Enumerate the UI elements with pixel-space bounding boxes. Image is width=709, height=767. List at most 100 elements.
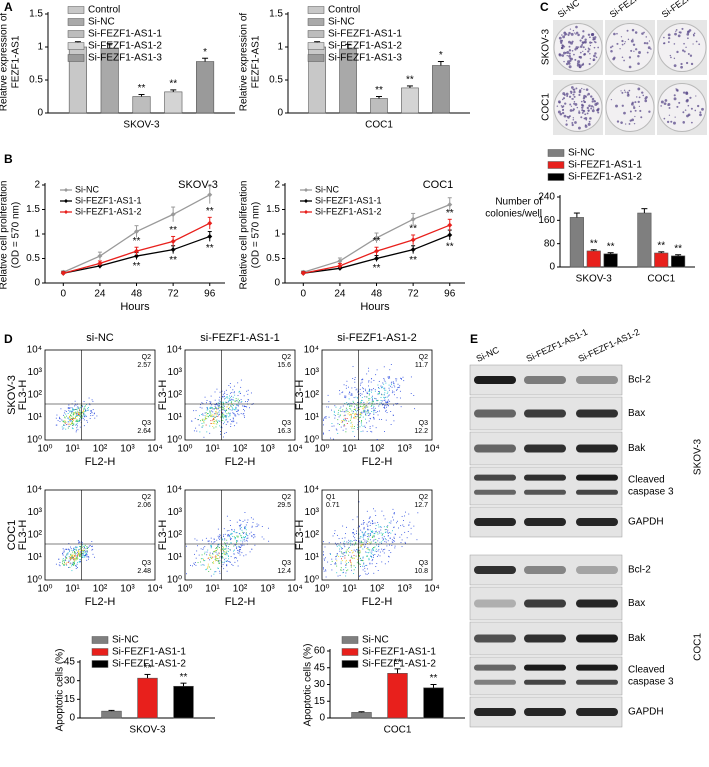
event-dot: [257, 526, 258, 527]
event-dot: [66, 558, 67, 559]
event-dot: [363, 534, 364, 535]
event-dot: [56, 415, 57, 416]
event-dot: [76, 553, 77, 554]
event-dot: [77, 567, 78, 568]
band: [474, 665, 516, 671]
event-dot: [392, 391, 393, 392]
event-dot: [76, 427, 77, 428]
event-dot: [216, 389, 217, 390]
event-dot: [65, 557, 66, 558]
event-dot: [215, 404, 216, 405]
event-dot: [84, 416, 85, 417]
event-dot: [367, 574, 368, 575]
event-dot: [371, 431, 372, 432]
event-dot: [389, 385, 390, 386]
event-dot: [382, 400, 383, 401]
event-dot: [392, 392, 393, 393]
event-dot: [216, 550, 217, 551]
event-dot: [366, 373, 367, 374]
event-dot: [363, 426, 364, 427]
event-dot: [366, 411, 367, 412]
event-dot: [230, 387, 231, 388]
colony: [587, 109, 589, 111]
event-dot: [378, 554, 379, 555]
event-dot: [232, 407, 233, 408]
event-dot: [223, 423, 224, 424]
x-tick-label: 10⁴: [424, 444, 439, 455]
event-dot: [63, 428, 64, 429]
event-dot: [218, 562, 219, 563]
event-dot: [359, 501, 360, 502]
colony: [568, 32, 571, 35]
band: [474, 600, 516, 608]
axis-label: Bax: [628, 408, 645, 419]
event-dot: [246, 532, 247, 533]
event-dot: [372, 398, 373, 399]
event-dot: [357, 549, 358, 550]
significance: **: [180, 672, 188, 683]
event-dot: [350, 545, 351, 546]
event-dot: [355, 542, 356, 543]
event-dot: [371, 382, 372, 383]
event-dot: [368, 552, 369, 553]
event-dot: [364, 410, 365, 411]
event-dot: [326, 406, 327, 407]
colony: [687, 37, 689, 39]
colony: [557, 105, 558, 106]
colony: [565, 123, 567, 125]
event-dot: [227, 560, 228, 561]
event-dot: [371, 542, 372, 543]
event-dot: [216, 426, 217, 427]
colony: [574, 59, 576, 61]
event-dot: [78, 540, 79, 541]
colony: [597, 47, 599, 49]
event-dot: [225, 402, 226, 403]
event-dot: [382, 540, 383, 541]
event-dot: [191, 421, 192, 422]
column-label: Si-NC: [556, 0, 582, 20]
event-dot: [389, 390, 390, 391]
event-dot: [212, 557, 213, 558]
event-dot: [212, 411, 213, 412]
point: [447, 223, 452, 228]
event-dot: [379, 411, 380, 412]
event-dot: [66, 555, 67, 556]
event-dot: [332, 561, 333, 562]
event-dot: [374, 535, 375, 536]
colony: [574, 121, 577, 124]
event-dot: [400, 398, 401, 399]
colony: [575, 33, 577, 35]
event-dot: [215, 420, 216, 421]
event-dot: [345, 562, 346, 563]
event-dot: [226, 424, 227, 425]
event-dot: [353, 411, 354, 412]
event-dot: [79, 549, 80, 550]
event-dot: [224, 562, 225, 563]
colony: [578, 110, 579, 111]
event-dot: [220, 573, 221, 574]
event-dot: [222, 549, 223, 550]
event-dot: [69, 556, 70, 557]
event-dot: [325, 569, 326, 570]
x-tick-label: 10²: [370, 444, 385, 455]
event-dot: [343, 569, 344, 570]
event-dot: [365, 546, 366, 547]
event-dot: [213, 423, 214, 424]
event-dot: [326, 577, 327, 578]
event-dot: [208, 571, 209, 572]
event-dot: [68, 552, 69, 553]
event-dot: [383, 533, 384, 534]
event-dot: [85, 406, 86, 407]
event-dot: [328, 395, 329, 396]
event-dot: [87, 548, 88, 549]
event-dot: [77, 412, 78, 413]
event-dot: [88, 407, 89, 408]
event-dot: [74, 551, 75, 552]
event-dot: [232, 530, 233, 531]
colony: [565, 33, 567, 35]
event-dot: [203, 437, 204, 438]
event-dot: [238, 402, 239, 403]
event-dot: [396, 379, 397, 380]
event-dot: [239, 546, 240, 547]
event-dot: [361, 431, 362, 432]
